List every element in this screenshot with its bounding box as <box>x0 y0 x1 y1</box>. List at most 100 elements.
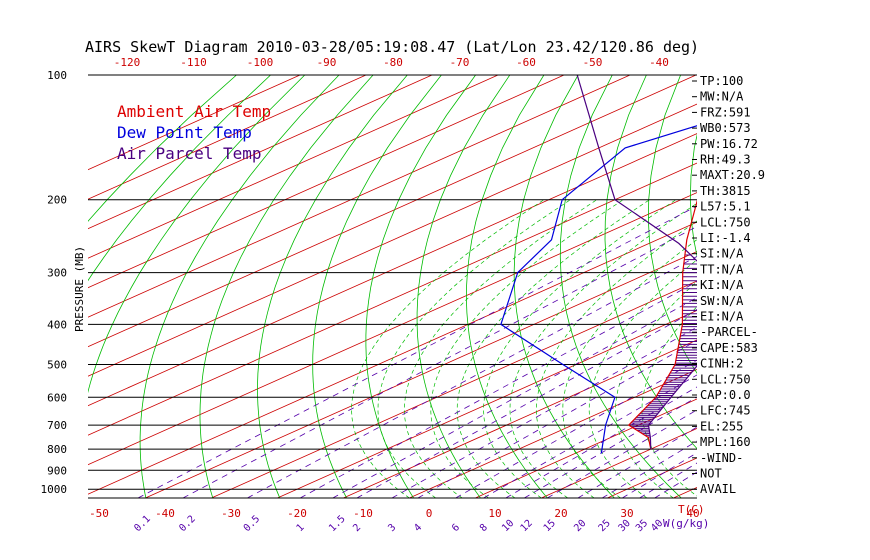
index-entry: RH:49.3 <box>700 153 751 167</box>
dry-adiabat-line <box>689 133 697 258</box>
index-entry: CINH:2 <box>700 357 743 371</box>
mixing-ratio-line <box>332 297 697 498</box>
dry-adiabat-line <box>365 75 476 498</box>
dry-adiabat-line <box>465 75 548 498</box>
index-entry: AVAIL <box>700 482 736 496</box>
isotherm-line <box>88 162 697 436</box>
legend-dew-point-temp: Dew Point Temp <box>117 123 252 142</box>
index-entry: LCL:750 <box>700 372 751 386</box>
isotherm-line <box>88 75 367 200</box>
index-entry: WB0:573 <box>700 121 751 135</box>
cape-hatching <box>628 249 697 438</box>
bottom-temp-tick: -50 <box>89 507 109 520</box>
pressure-tick-100: 100 <box>47 69 67 82</box>
ambient-air-temp-line <box>627 199 697 450</box>
pressure-tick-1000: 1000 <box>41 483 68 496</box>
mixing-ratio-line <box>356 309 697 498</box>
y-axis-label: PRESSURE (MB) <box>73 246 86 332</box>
index-entry: KI:N/A <box>700 278 744 292</box>
isotherm-line <box>88 75 499 259</box>
index-entry: TP:100 <box>700 74 743 88</box>
index-entry: FRZ:591 <box>700 105 751 119</box>
index-entry: LI:-1.4 <box>700 231 751 245</box>
isotherm-line <box>88 103 697 377</box>
bottom-temp-tick: 20 <box>554 507 567 520</box>
mixing-ratio-line <box>455 359 697 498</box>
isobar-lines <box>88 199 697 490</box>
pressure-tick-900: 900 <box>47 464 67 477</box>
dry-adiabat-line <box>139 75 340 498</box>
bottom-temp-tick: -40 <box>155 507 175 520</box>
chart-title: AIRS SkewT Diagram 2010-03-28/05:19:08.4… <box>85 38 699 56</box>
top-temp-tick-labels: -120 -110 -100 -90 -80 -70 -60 -50 -40 <box>114 56 669 69</box>
moist-adiabat-line <box>377 199 571 498</box>
dry-adiabat-line <box>199 75 374 498</box>
dew-point-temp-line <box>500 125 697 454</box>
isotherm-line <box>145 251 697 498</box>
moist-adiabat-line <box>588 259 697 498</box>
index-entry: EI:N/A <box>700 310 744 324</box>
bottom-temp-tick: 0 <box>426 507 433 520</box>
isotherm-line <box>88 221 697 495</box>
isotherm-line <box>88 75 301 171</box>
index-entry: L57:5.1 <box>700 200 751 214</box>
dry-adiabat-line <box>88 75 306 394</box>
isotherm-line <box>88 192 697 466</box>
isotherm-line <box>409 369 697 498</box>
index-entry: TT:N/A <box>700 262 744 276</box>
index-entry: LFC:745 <box>700 404 751 418</box>
pressure-tick-300: 300 <box>47 267 67 280</box>
bottom-temp-tick: -10 <box>353 507 373 520</box>
dry-adiabat-line <box>647 75 697 374</box>
index-entry: LCL:750 <box>700 215 751 229</box>
dry-adiabat-line <box>88 75 271 282</box>
legend-ambient-air-temp: Ambient Air Temp <box>117 102 271 121</box>
pressure-tick-labels: 100 200 300 400 500 600 700 800 900 1000 <box>41 69 68 496</box>
dry-adiabat-line <box>416 75 511 498</box>
pressure-tick-400: 400 <box>47 318 67 331</box>
mixing-ratio-line <box>391 326 697 498</box>
moist-adiabat-line <box>509 202 697 498</box>
moist-adiabat-line <box>615 281 697 498</box>
isotherm-line <box>88 75 565 289</box>
top-temp-tick: -40 <box>649 56 669 69</box>
moist-adiabat-line <box>456 199 650 498</box>
index-entry: PW:16.72 <box>700 137 758 151</box>
moist-adiabat-line <box>641 306 697 497</box>
profile-series <box>500 75 697 454</box>
index-entry: CAP:0.0 <box>700 388 751 402</box>
pressure-tick-200: 200 <box>47 194 67 207</box>
isotherm-line <box>277 310 697 498</box>
pressure-tick-600: 600 <box>47 391 67 404</box>
moist-adiabat-line <box>351 199 545 498</box>
top-temp-tick: -110 <box>180 56 207 69</box>
moist-adiabat-line <box>430 199 624 498</box>
legend: Ambient Air Temp Dew Point Temp Air Parc… <box>117 102 271 163</box>
bottom-temp-tick: 10 <box>488 507 501 520</box>
index-entry: MPL:160 <box>700 435 751 449</box>
index-entry: SW:N/A <box>700 294 744 308</box>
mixing-ratio-line <box>137 205 697 498</box>
top-temp-tick: -80 <box>383 56 403 69</box>
isotherm-line <box>343 339 697 498</box>
plot-frame <box>88 74 697 499</box>
top-temp-tick: -120 <box>114 56 141 69</box>
dry-adiabat-line <box>312 75 442 498</box>
mixing-ratio-line <box>483 374 697 498</box>
top-temp-tick: -100 <box>247 56 274 69</box>
moist-adiabat-line <box>536 220 697 498</box>
bottom-temp-tick: -20 <box>287 507 307 520</box>
dry-adiabat-line <box>513 75 615 498</box>
mixing-ratio-unit-label: W(g/kg) <box>663 517 709 530</box>
index-entry: SI:N/A <box>700 247 744 261</box>
index-entry: -WIND- <box>700 451 743 465</box>
index-entry: TH:3815 <box>700 184 751 198</box>
bottom-temp-tick: 30 <box>620 507 633 520</box>
index-entry: -PARCEL- <box>700 325 758 339</box>
bottom-temp-tick: -30 <box>221 507 241 520</box>
isotherm-line <box>88 133 697 407</box>
dry-adiabat-line <box>604 75 697 450</box>
temp-axis-unit-label: T(C) <box>678 503 705 516</box>
